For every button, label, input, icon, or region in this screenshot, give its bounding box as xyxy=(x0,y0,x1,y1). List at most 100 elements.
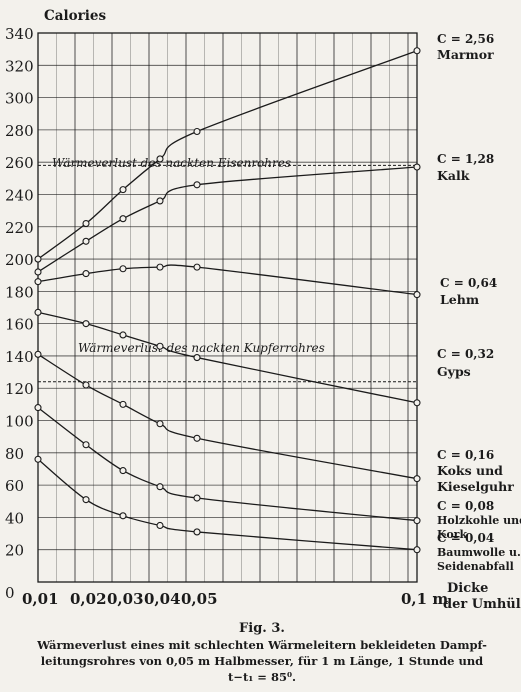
data-point xyxy=(82,320,90,328)
series-c-label: C = 0,32 xyxy=(437,347,494,361)
data-point xyxy=(82,237,90,245)
caption-line-1: Wärmeverlust eines mit schlechten Wärmel… xyxy=(37,638,487,652)
reference-label: Wärmeverlust des nackten Eisenrohres xyxy=(52,156,291,170)
series-c-label: C = 1,28 xyxy=(437,152,494,166)
series-name-label: Kieselguhr xyxy=(437,479,514,494)
x-tick-label: 0,01 xyxy=(22,590,59,608)
y-tick-label: 340 xyxy=(5,25,34,43)
data-point xyxy=(193,127,201,136)
data-point xyxy=(156,263,164,271)
series-line xyxy=(37,407,418,522)
y-tick-label: 0 xyxy=(5,584,15,602)
y-tick-label: 120 xyxy=(5,380,34,398)
caption-line-2: leitungsrohres von 0,05 m Halbmesser, fü… xyxy=(40,654,484,668)
data-point xyxy=(193,181,201,189)
y-tick-label: 160 xyxy=(5,316,34,334)
series-name-label: Koks und xyxy=(437,463,503,478)
data-point xyxy=(413,517,421,525)
data-point xyxy=(82,496,90,504)
data-point xyxy=(82,270,90,278)
caption-line-3: t−t₁ = 85⁰. xyxy=(228,670,296,684)
data-point xyxy=(82,441,90,449)
series-line xyxy=(37,311,418,404)
data-point xyxy=(34,268,42,276)
data-point xyxy=(193,434,201,442)
data-point xyxy=(82,381,90,389)
data-point xyxy=(82,219,90,228)
x-axis-label: der Umhüllung xyxy=(443,597,521,612)
data-point xyxy=(34,278,42,286)
series-name-label: Holzkohle und xyxy=(437,514,521,527)
x-axis-label: Dicke xyxy=(447,581,488,596)
data-point xyxy=(34,308,42,316)
series-line xyxy=(37,353,418,480)
data-point xyxy=(119,400,127,408)
y-tick-label: 60 xyxy=(5,477,24,495)
figure-number: Fig. 3. xyxy=(239,621,285,636)
series-c-label: C = 2,56 xyxy=(437,32,494,46)
y-tick-label: 280 xyxy=(5,122,34,140)
y-tick-label: 200 xyxy=(5,251,34,269)
data-point xyxy=(119,467,127,475)
y-tick-label: 220 xyxy=(5,219,34,237)
data-point xyxy=(156,420,164,428)
x-tick-label: 0,04 xyxy=(144,590,181,608)
y-tick-label: 240 xyxy=(5,186,34,204)
series-c-label: C = 0,16 xyxy=(437,448,494,462)
series-name-label: Lehm xyxy=(440,292,479,307)
x-tick-label: 0,03 xyxy=(107,590,144,608)
series-line xyxy=(37,166,418,273)
data-point xyxy=(413,47,421,55)
data-point xyxy=(156,197,164,205)
data-point xyxy=(34,255,42,263)
data-point xyxy=(413,475,421,483)
data-point xyxy=(156,483,164,491)
y-tick-label: 300 xyxy=(5,90,34,108)
data-point xyxy=(156,155,164,163)
data-point xyxy=(119,265,127,273)
data-point xyxy=(193,494,201,502)
x-tick-label: 0,1 m xyxy=(401,590,448,608)
data-point xyxy=(119,331,127,339)
y-tick-label: 140 xyxy=(5,348,34,366)
series-name-label: Gyps xyxy=(437,364,471,379)
data-point xyxy=(413,163,421,171)
series-name-label: Baumwolle u. xyxy=(437,546,521,559)
y-tick-label: 40 xyxy=(5,509,24,527)
data-point xyxy=(156,342,164,350)
series-c-label: C = 0,08 xyxy=(437,499,494,513)
series-line xyxy=(37,458,418,551)
data-point xyxy=(193,263,201,271)
y-axis-label: Calories xyxy=(44,8,106,24)
y-tick-label: 100 xyxy=(5,413,34,431)
x-tick-label: 0,05 xyxy=(181,590,218,608)
data-point xyxy=(413,399,421,407)
data-point xyxy=(193,528,201,536)
series-line xyxy=(37,264,418,296)
data-point xyxy=(34,455,42,463)
x-tick-label: 0,02 xyxy=(70,590,107,608)
series-name-label: Marmor xyxy=(437,47,494,62)
data-point xyxy=(413,546,421,554)
y-tick-label: 180 xyxy=(5,283,34,301)
series-c-label: C = 0,64 xyxy=(440,276,497,290)
series-name-label: Kalk xyxy=(437,168,470,183)
y-tick-label: 80 xyxy=(5,445,24,463)
data-point xyxy=(156,521,164,530)
data-point xyxy=(34,350,42,358)
data-point xyxy=(413,291,421,299)
y-tick-label: 20 xyxy=(5,542,24,560)
series-line xyxy=(37,50,418,260)
series-c-label: C = 0,04 xyxy=(437,531,494,545)
y-tick-label: 260 xyxy=(5,154,34,172)
reference-label: Wärmeverlust des nackten Kupferrohres xyxy=(78,341,325,355)
data-point xyxy=(119,186,127,194)
series-name-label: Kork xyxy=(437,528,467,541)
y-tick-label: 320 xyxy=(5,57,34,75)
data-point xyxy=(34,404,42,412)
data-point xyxy=(193,354,201,362)
data-point xyxy=(119,512,127,520)
series-name-label: Seidenabfall xyxy=(437,560,514,573)
